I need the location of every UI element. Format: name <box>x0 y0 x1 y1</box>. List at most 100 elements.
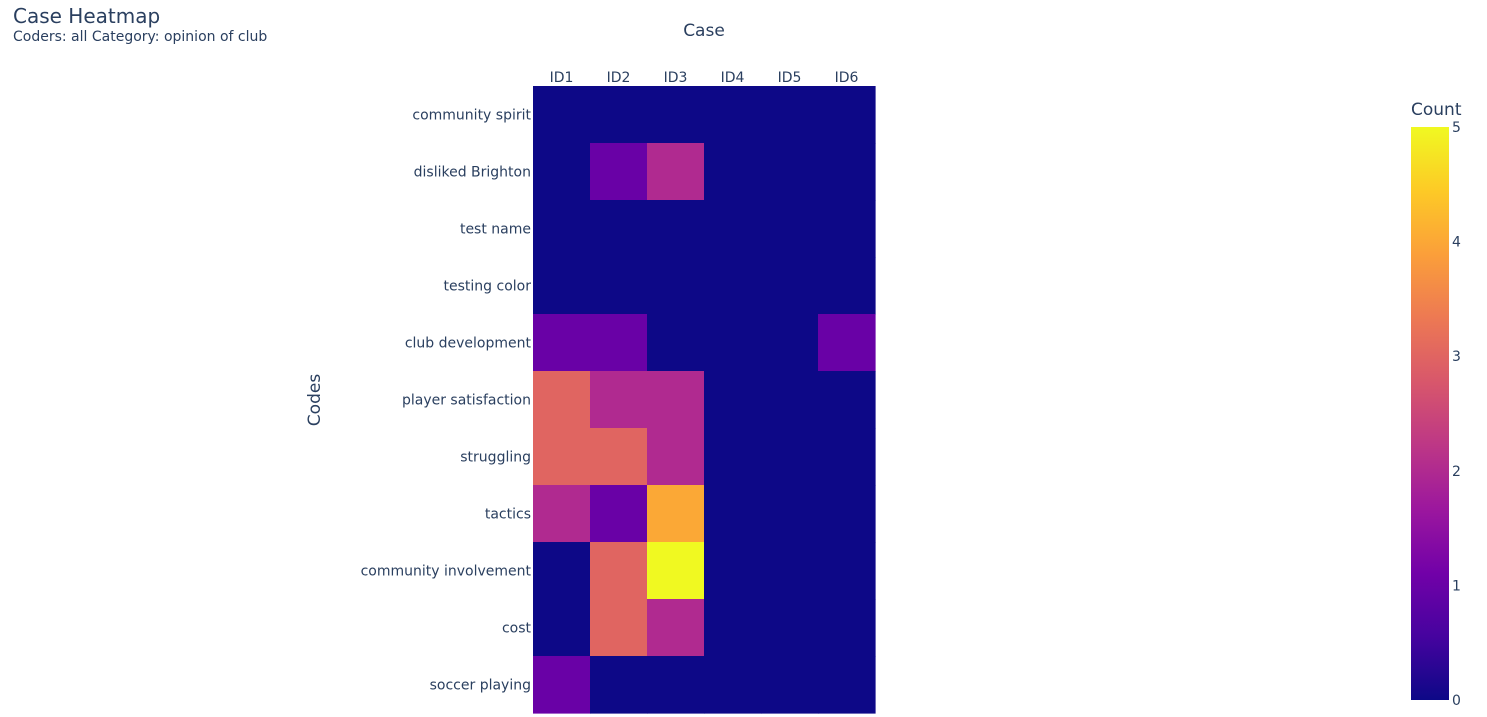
heatmap-cell <box>761 428 819 486</box>
heatmap-cell <box>590 599 648 657</box>
heatmap-cell <box>590 656 648 714</box>
x-tick-label: ID1 <box>550 70 574 86</box>
colorbar-tick-label: 4 <box>1452 235 1461 251</box>
chart-title: Case Heatmap <box>13 4 161 28</box>
x-tick-label: ID6 <box>835 70 859 86</box>
heatmap-cell <box>818 542 876 600</box>
heatmap-cells <box>533 86 876 714</box>
x-tick-label: ID5 <box>778 70 802 86</box>
heatmap-cell <box>818 86 876 144</box>
colorbar-tick-label: 1 <box>1452 578 1461 594</box>
heatmap-cell <box>761 314 819 372</box>
heatmap-cell <box>761 257 819 315</box>
heatmap-cell <box>590 542 648 600</box>
heatmap-cell <box>590 371 648 429</box>
heatmap-cell <box>818 314 876 372</box>
heatmap-cell <box>818 656 876 714</box>
colorbar-tick-label: 0 <box>1452 693 1461 709</box>
heatmap-cell <box>647 599 705 657</box>
heatmap-cell <box>704 485 762 543</box>
heatmap-cell <box>818 428 876 486</box>
heatmap-cell <box>590 428 648 486</box>
y-tick-label: community involvement <box>361 564 532 580</box>
heatmap-cell <box>704 86 762 144</box>
colorbar-tick-label: 3 <box>1452 349 1461 365</box>
heatmap-cell <box>761 371 819 429</box>
heatmap-cell <box>704 371 762 429</box>
heatmap-cell <box>704 656 762 714</box>
heatmap-cell <box>818 371 876 429</box>
heatmap-cell <box>704 143 762 201</box>
heatmap-cell <box>818 200 876 258</box>
y-tick-label: tactics <box>485 507 531 523</box>
heatmap-cell <box>647 143 705 201</box>
heatmap-cell <box>704 599 762 657</box>
heatmap-cell <box>647 485 705 543</box>
y-axis-title: Codes <box>305 374 325 427</box>
heatmap-cell <box>647 257 705 315</box>
x-tick-label: ID4 <box>721 70 745 86</box>
heatmap-cell <box>704 200 762 258</box>
colorbar <box>1411 127 1449 700</box>
y-tick-label: struggling <box>460 450 531 466</box>
chart-subtitle: Coders: all Category: opinion of club <box>13 29 268 45</box>
y-tick-label: test name <box>460 222 531 238</box>
heatmap-cell <box>761 485 819 543</box>
heatmap-cell <box>533 143 591 201</box>
heatmap-cell <box>647 428 705 486</box>
x-tick-labels: ID1 ID2 ID3 ID4 ID5 ID6 <box>550 70 859 86</box>
heatmap-cell <box>761 599 819 657</box>
heatmap-cell <box>761 86 819 144</box>
heatmap-cell <box>704 428 762 486</box>
x-tick-label: ID3 <box>664 70 688 86</box>
heatmap-cell <box>647 542 705 600</box>
heatmap-cell <box>704 542 762 600</box>
heatmap-cell <box>590 314 648 372</box>
heatmap-cell <box>704 257 762 315</box>
heatmap-cell <box>704 314 762 372</box>
heatmap-cell <box>647 656 705 714</box>
heatmap-cell <box>533 200 591 258</box>
heatmap-cell <box>761 542 819 600</box>
heatmap-cell <box>647 86 705 144</box>
heatmap-cell <box>533 428 591 486</box>
heatmap-cell <box>533 371 591 429</box>
heatmap-cell <box>533 599 591 657</box>
heatmap-cell <box>590 485 648 543</box>
heatmap-cell <box>761 656 819 714</box>
heatmap-cell <box>533 314 591 372</box>
colorbar-title: Count <box>1411 100 1462 120</box>
y-tick-labels: community spirit disliked Brighton test na… <box>361 108 532 694</box>
heatmap-cell <box>533 656 591 714</box>
heatmap-cell <box>647 200 705 258</box>
heatmap-cell <box>533 257 591 315</box>
heatmap-cell <box>818 599 876 657</box>
heatmap-cell <box>533 485 591 543</box>
y-tick-label: soccer playing <box>430 678 531 694</box>
heatmap-cell <box>818 257 876 315</box>
heatmap-cell <box>590 257 648 315</box>
y-tick-label: disliked Brighton <box>414 165 531 181</box>
heatmap-cell <box>818 485 876 543</box>
y-tick-label: club development <box>405 336 532 352</box>
y-tick-label: testing color <box>444 279 532 295</box>
x-axis-title: Case <box>683 21 725 41</box>
colorbar-tick-labels: 0 1 2 3 4 5 <box>1452 120 1461 709</box>
heatmap-cell <box>818 143 876 201</box>
y-tick-label: cost <box>502 621 532 637</box>
y-tick-label: community spirit <box>412 108 531 124</box>
colorbar-tick-label: 2 <box>1452 464 1461 480</box>
heatmap-cell <box>761 200 819 258</box>
heatmap-cell <box>647 371 705 429</box>
heatmap-cell <box>533 86 591 144</box>
y-tick-label: player satisfaction <box>402 393 531 409</box>
heatmap-cell <box>590 143 648 201</box>
heatmap-cell <box>590 86 648 144</box>
heatmap-cell <box>761 143 819 201</box>
heatmap-cell <box>647 314 705 372</box>
x-tick-label: ID2 <box>607 70 631 86</box>
heatmap-cell <box>533 542 591 600</box>
heatmap-cell <box>590 200 648 258</box>
colorbar-tick-label: 5 <box>1452 120 1461 136</box>
